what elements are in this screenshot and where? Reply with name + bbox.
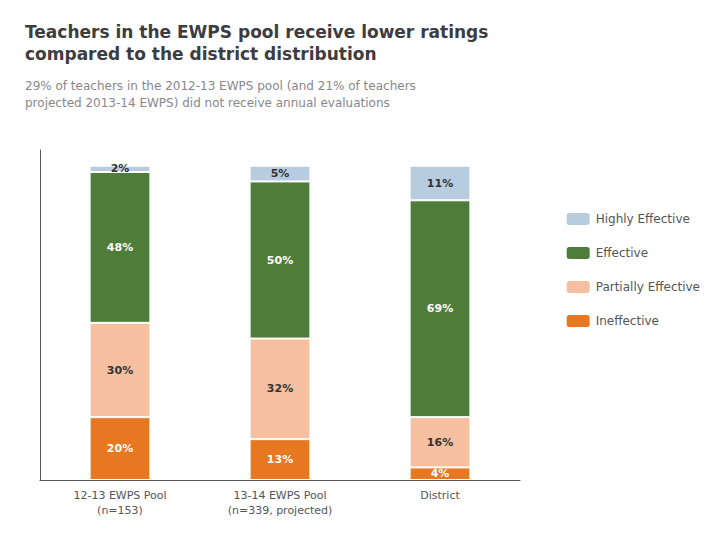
svg-text:5%: 5% xyxy=(271,167,290,180)
svg-text:30%: 30% xyxy=(107,364,133,377)
svg-text:Teachers in the EWPS pool rece: Teachers in the EWPS pool receive lower … xyxy=(25,22,488,42)
svg-text:12-13 EWPS Pool: 12-13 EWPS Pool xyxy=(73,489,166,502)
svg-text:20%: 20% xyxy=(107,442,133,455)
svg-text:2%: 2% xyxy=(111,162,130,175)
svg-text:Partially Effective: Partially Effective xyxy=(596,280,700,294)
svg-text:32%: 32% xyxy=(267,382,293,395)
svg-text:50%: 50% xyxy=(267,254,293,267)
svg-text:13%: 13% xyxy=(267,453,293,466)
svg-text:48%: 48% xyxy=(107,241,133,254)
svg-text:Ineffective: Ineffective xyxy=(596,314,659,328)
svg-text:16%: 16% xyxy=(427,436,453,449)
svg-text:Highly Effective: Highly Effective xyxy=(596,212,690,226)
svg-text:District: District xyxy=(420,489,460,502)
svg-text:projected 2013-14 EWPS) did no: projected 2013-14 EWPS) did not receive … xyxy=(25,96,390,110)
svg-text:Effective: Effective xyxy=(596,246,648,260)
svg-text:(n=339, projected): (n=339, projected) xyxy=(228,504,333,517)
svg-text:69%: 69% xyxy=(427,302,453,315)
svg-text:(n=153): (n=153) xyxy=(97,504,143,517)
svg-text:compared to the district distr: compared to the district distribution xyxy=(25,44,377,64)
svg-text:13-14 EWPS Pool: 13-14 EWPS Pool xyxy=(233,489,326,502)
svg-text:29% of teachers in the 2012-13: 29% of teachers in the 2012-13 EWPS pool… xyxy=(25,79,416,93)
svg-text:4%: 4% xyxy=(431,467,450,480)
svg-text:11%: 11% xyxy=(427,177,453,190)
